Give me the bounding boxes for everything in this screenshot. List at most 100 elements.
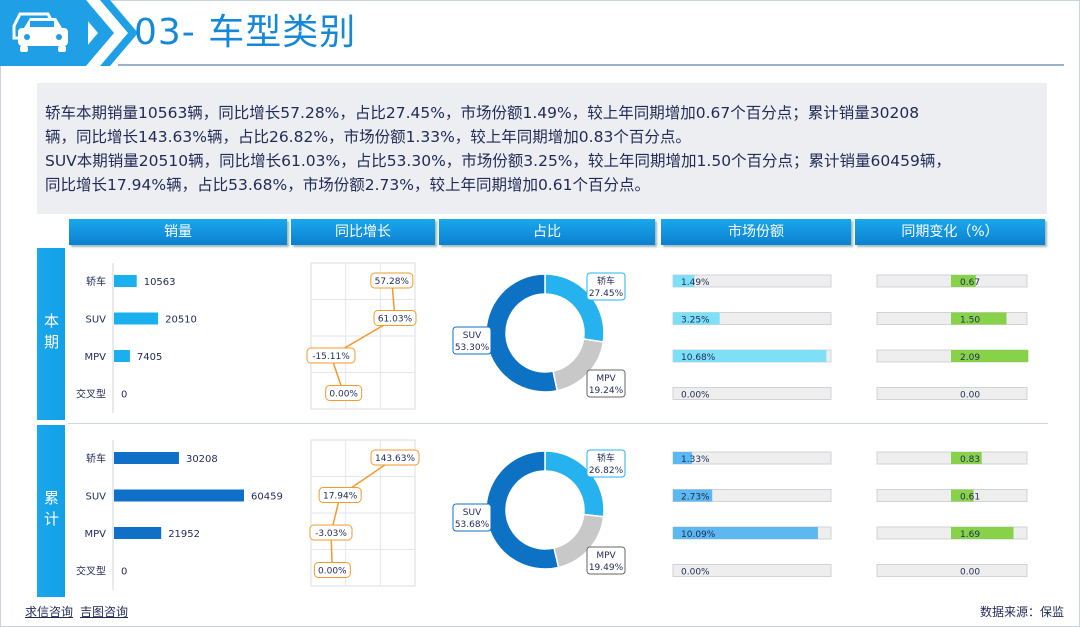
donut-value-label: 19.24% (589, 386, 624, 396)
sales-bar (114, 275, 137, 287)
yoy-point-marker (325, 385, 363, 401)
yoy-series-line (330, 457, 396, 571)
change-value-label: 0.83 (960, 455, 980, 465)
yoy-point-marker (318, 487, 362, 503)
change-value-label: 1.50 (960, 316, 980, 326)
donut-value-label: 19.49% (589, 563, 624, 573)
change-value-label: 2.09 (960, 353, 980, 363)
yoy-data-label: 0.00% (329, 390, 358, 400)
donut-label-box (586, 272, 626, 301)
bar-category-label: 交叉型 (76, 388, 106, 401)
yoy-data-label: -3.03% (315, 529, 347, 539)
footer-link[interactable]: 求信咨询 (25, 605, 74, 619)
column-header-share: 占比 (439, 219, 655, 245)
market-value-label: 2.73% (681, 493, 710, 503)
market-track (672, 387, 832, 400)
page-title: 03- 车型类别 (134, 12, 357, 53)
bar-category-label: MPV (85, 352, 107, 363)
change-fill (951, 489, 974, 502)
yoy-data-label: 61.03% (378, 315, 413, 325)
donut-category-label: MPV (596, 551, 616, 561)
change-value-label: 0.61 (960, 493, 980, 503)
bar-category-label: SUV (85, 315, 106, 326)
change-value-label: 0.00 (960, 568, 980, 578)
donut-value-label: 26.82% (589, 466, 624, 476)
change-fill (951, 275, 976, 287)
bar-category-label: 轿车 (86, 275, 106, 288)
change-fill (951, 312, 1007, 325)
sales-bar (114, 527, 162, 539)
market-fill (673, 527, 818, 539)
change-track (876, 387, 1028, 400)
market-value-label: 10.09% (681, 530, 716, 540)
donut-category-label: SUV (463, 331, 482, 341)
column-header-sales: 销量 (69, 219, 287, 245)
sales-value-label: 0 (121, 567, 127, 578)
sales-bar (114, 312, 159, 325)
yoy-point-marker (306, 347, 356, 364)
yoy-point-marker (370, 449, 420, 466)
donut-slice (485, 450, 560, 570)
sales-value-label: 60459 (251, 492, 283, 503)
yoy-data-label: 57.28% (375, 277, 410, 287)
market-fill (673, 452, 693, 464)
summary-line: 同比增长17.94%辆，占比53.68%，市场份额2.73%，较上年同期增加0.… (45, 176, 650, 194)
change-value-label: 1.69 (960, 530, 980, 540)
donut-label-box (452, 503, 492, 532)
market-fill (673, 275, 695, 287)
change-fill (951, 452, 982, 464)
sales-value-label: 0 (121, 390, 127, 401)
donut-category-label: SUV (463, 508, 482, 518)
change-fill (951, 527, 1014, 539)
donut-value-label: 53.68% (455, 520, 490, 530)
market-value-label: 1.49% (681, 278, 710, 288)
donut-value-label: 27.45% (589, 289, 624, 299)
sales-bar (114, 452, 179, 464)
column-header-market: 市场份额 (661, 219, 851, 245)
row-label-cumulative: 累计 (37, 425, 65, 597)
yoy-point-marker (313, 562, 351, 578)
column-header-yoy: 同比增长 (291, 219, 435, 245)
footer-link[interactable]: 吉图咨询 (80, 605, 129, 619)
header-divider (118, 64, 1064, 66)
yoy-data-label: 0.00% (318, 567, 347, 577)
market-value-label: 3.25% (681, 316, 710, 326)
yoy-point-marker (373, 310, 417, 326)
bar-category-label: 交叉型 (76, 565, 106, 578)
column-header-change: 同期变化（%） (855, 219, 1045, 245)
yoy-point-marker (309, 524, 353, 541)
car-icon (12, 12, 68, 52)
donut-value-label: 53.30% (455, 343, 490, 353)
bar-category-label: SUV (85, 492, 106, 503)
sales-value-label: 21952 (168, 529, 200, 540)
bar-category-label: MPV (85, 529, 107, 540)
yoy-data-label: -15.11% (312, 352, 350, 362)
section-divider (68, 423, 1048, 424)
yoy-point-marker (370, 272, 414, 289)
sales-value-label: 7405 (137, 352, 162, 363)
market-value-label: 0.00% (681, 391, 710, 401)
row-label-text: 本期 (42, 313, 60, 355)
summary-line: SUV本期销量20510辆，同比增长61.03%，占比53.30%，市场份额3.… (45, 152, 951, 170)
donut-category-label: 轿车 (597, 275, 615, 287)
change-track (876, 564, 1028, 577)
header-decoration (12, 0, 138, 66)
market-value-label: 10.68% (681, 353, 716, 363)
change-fill (951, 350, 1029, 362)
summary-line: 辆，同比增长143.63%辆，占比26.82%，市场份额1.33%，较上年同期增… (45, 128, 691, 146)
donut-label-box (586, 546, 626, 575)
donut-slice (485, 273, 559, 393)
sales-value-label: 30208 (186, 454, 218, 465)
market-value-label: 0.00% (681, 568, 710, 578)
market-fill (673, 312, 720, 325)
row-label-text: 累计 (42, 490, 60, 532)
donut-label-box (586, 369, 626, 398)
summary-box: 轿车本期销量10563辆，同比增长57.28%，占比27.45%，市场份额1.4… (37, 83, 1047, 214)
sales-value-label: 10563 (144, 277, 176, 288)
yoy-data-label: 143.63% (375, 454, 415, 464)
donut-label-box (452, 326, 492, 355)
row-label-current: 本期 (37, 248, 65, 420)
market-track (672, 564, 832, 577)
market-value-label: 1.33% (681, 455, 710, 465)
